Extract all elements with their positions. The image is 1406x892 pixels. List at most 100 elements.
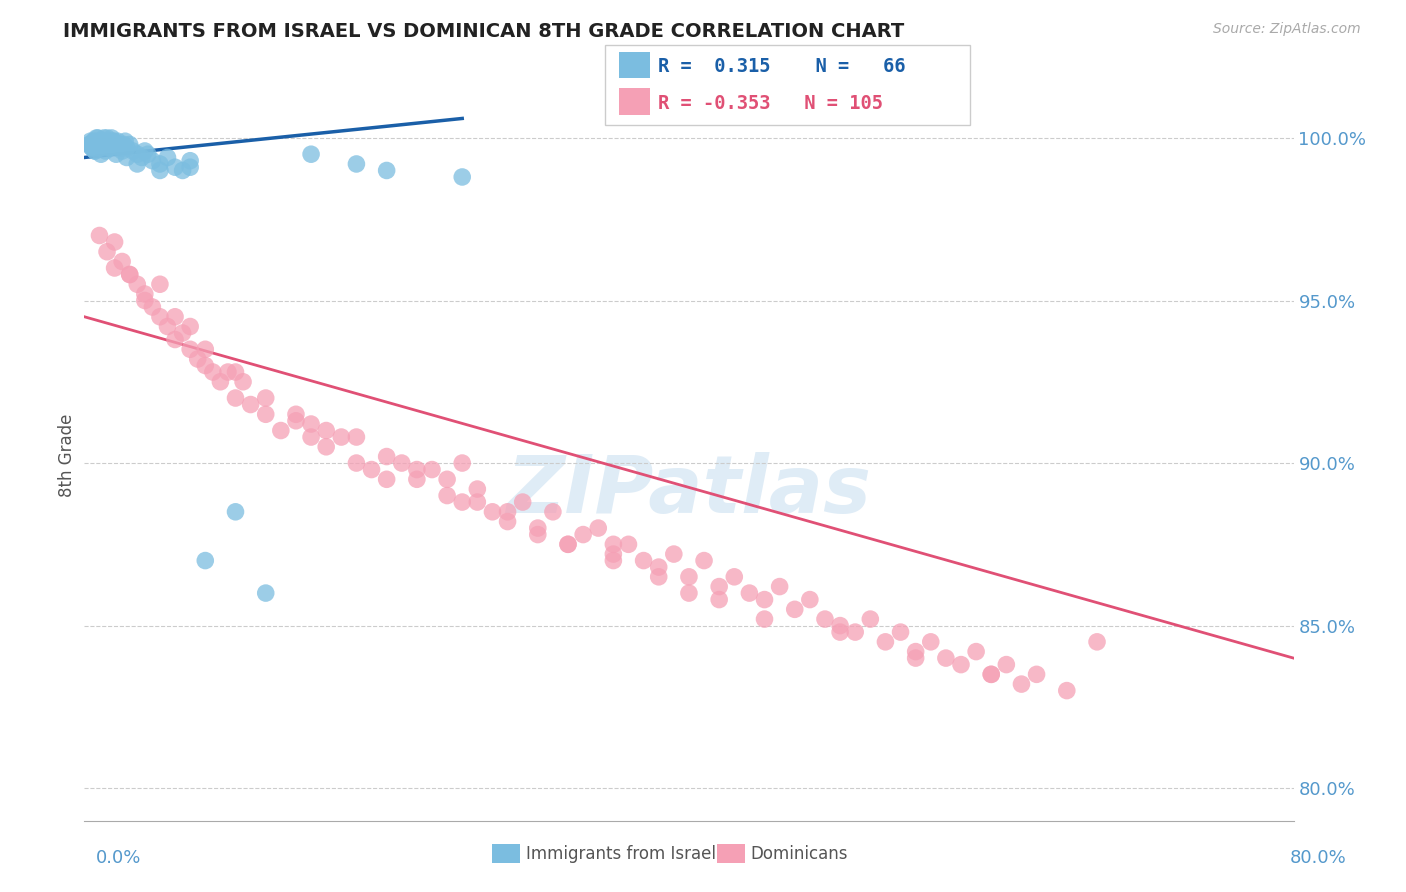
- Point: [80, 141, 103, 155]
- Point: [121, 144, 143, 158]
- Point: [633, 553, 655, 567]
- Point: [602, 537, 624, 551]
- Point: [451, 456, 474, 470]
- Point: [436, 472, 458, 486]
- Point: [496, 505, 519, 519]
- Point: [541, 505, 564, 519]
- Point: [172, 326, 194, 340]
- Point: [134, 144, 156, 158]
- Point: [156, 151, 179, 165]
- Point: [104, 260, 127, 275]
- Point: [830, 625, 852, 640]
- Text: Dominicans: Dominicans: [751, 845, 848, 863]
- Point: [299, 430, 322, 444]
- Point: [738, 586, 761, 600]
- Point: [111, 144, 134, 158]
- Point: [239, 398, 262, 412]
- Point: [375, 163, 398, 178]
- Point: [965, 644, 987, 658]
- Point: [91, 134, 114, 148]
- Point: [107, 134, 129, 148]
- Point: [709, 580, 731, 594]
- Point: [108, 137, 131, 152]
- Point: [557, 537, 579, 551]
- Point: [165, 160, 187, 174]
- Point: [127, 147, 149, 161]
- Point: [87, 131, 110, 145]
- Point: [844, 625, 866, 640]
- Point: [141, 153, 163, 168]
- Point: [111, 141, 134, 155]
- Point: [254, 407, 277, 421]
- Point: [406, 472, 429, 486]
- Point: [79, 137, 101, 152]
- Point: [754, 592, 776, 607]
- Point: [149, 310, 172, 324]
- Point: [110, 141, 132, 155]
- Text: Immigrants from Israel: Immigrants from Israel: [526, 845, 716, 863]
- Point: [875, 635, 897, 649]
- Text: 0.0%: 0.0%: [96, 849, 141, 867]
- Point: [134, 293, 156, 308]
- Point: [111, 254, 134, 268]
- Point: [89, 141, 111, 155]
- Point: [225, 391, 247, 405]
- Point: [315, 424, 337, 438]
- Point: [467, 482, 489, 496]
- Point: [285, 407, 308, 421]
- Point: [723, 570, 745, 584]
- Point: [104, 235, 127, 249]
- Point: [84, 144, 107, 158]
- Point: [904, 651, 927, 665]
- Point: [112, 137, 135, 152]
- Point: [1056, 683, 1078, 698]
- Point: [101, 134, 124, 148]
- Point: [194, 343, 217, 357]
- Text: 80.0%: 80.0%: [1291, 849, 1347, 867]
- Point: [86, 134, 108, 148]
- Point: [648, 560, 671, 574]
- Point: [467, 495, 489, 509]
- Point: [299, 417, 322, 431]
- Point: [127, 277, 149, 292]
- Point: [165, 310, 187, 324]
- Point: [648, 570, 671, 584]
- Y-axis label: 8th Grade: 8th Grade: [58, 413, 76, 497]
- Point: [179, 343, 201, 357]
- Point: [131, 151, 153, 165]
- Point: [693, 553, 716, 567]
- Point: [950, 657, 973, 672]
- Point: [108, 137, 131, 152]
- Point: [84, 144, 107, 158]
- Point: [80, 141, 103, 155]
- Point: [156, 319, 179, 334]
- Point: [101, 134, 124, 148]
- Text: Source: ZipAtlas.com: Source: ZipAtlas.com: [1213, 22, 1361, 37]
- Point: [77, 137, 100, 152]
- Point: [783, 602, 806, 616]
- Point: [859, 612, 882, 626]
- Point: [172, 163, 194, 178]
- Point: [451, 495, 474, 509]
- Text: R =  0.315    N =   66: R = 0.315 N = 66: [658, 57, 905, 76]
- Point: [115, 151, 138, 165]
- Point: [118, 268, 141, 282]
- Point: [512, 495, 534, 509]
- Point: [814, 612, 837, 626]
- Point: [82, 134, 104, 148]
- Point: [89, 228, 111, 243]
- Point: [96, 131, 118, 145]
- Point: [995, 657, 1018, 672]
- Point: [87, 137, 110, 152]
- Point: [104, 137, 127, 152]
- Point: [270, 424, 292, 438]
- Point: [436, 489, 458, 503]
- Point: [91, 134, 114, 148]
- Point: [96, 134, 118, 148]
- Point: [406, 462, 429, 476]
- Point: [82, 137, 104, 152]
- Point: [86, 131, 108, 145]
- Point: [179, 319, 201, 334]
- Point: [904, 644, 927, 658]
- Point: [299, 147, 322, 161]
